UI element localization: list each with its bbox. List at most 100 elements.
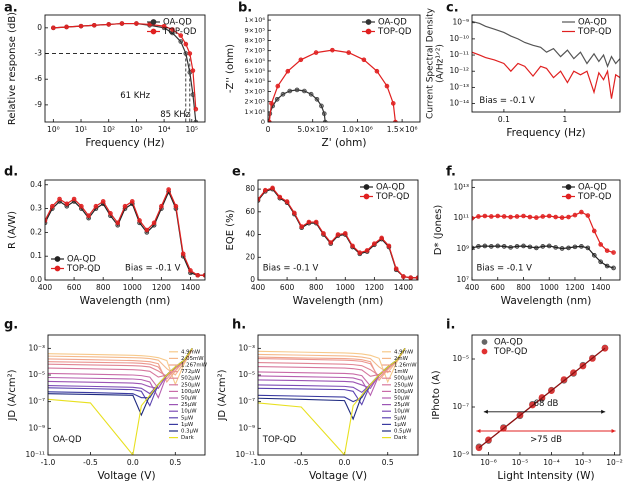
data-point <box>277 194 283 200</box>
data-point <box>285 68 291 74</box>
data-point <box>64 24 69 30</box>
y-tick-label: 10⁻⁵ <box>238 370 255 379</box>
legend-label: OA-QD <box>67 255 96 265</box>
data-point <box>489 214 494 219</box>
y-tick-label: 10¹³ <box>453 182 469 191</box>
legend-marker <box>54 256 61 262</box>
data-point <box>372 241 377 246</box>
y-tick-label: -9 <box>35 100 43 109</box>
data-point <box>401 274 406 279</box>
data-point <box>258 197 261 202</box>
panel: f. 400 600 800 1000 1200 1400 10⁷ 10⁹ 10¹¹ 10¹³ Wav… <box>433 165 621 307</box>
data-point <box>319 103 324 109</box>
panel-label: i. <box>446 318 455 333</box>
panel: a. 10⁰ 10¹ 10² 10³ 10⁴ 10⁵ 0 -3 -6 -9 Frequency (Hz… <box>4 1 206 149</box>
x-axis-label: Wavelength (nm) <box>293 295 384 307</box>
data-point <box>408 275 414 280</box>
data-point <box>314 97 320 102</box>
legend-label: OA-QD <box>494 338 523 348</box>
panel-label: e. <box>232 165 246 180</box>
data-point <box>299 224 304 229</box>
data-point <box>585 213 591 218</box>
data-point <box>275 83 281 89</box>
legend-marker <box>365 19 372 25</box>
x-tick-label: 0.5 <box>382 458 394 467</box>
x-tick-label: 10⁻² <box>606 458 623 467</box>
x-tick-label: 1 <box>563 115 568 124</box>
data-point <box>292 210 297 216</box>
data-point <box>122 203 128 209</box>
data-point <box>328 240 334 245</box>
y-tick-label: 60 <box>245 207 255 216</box>
legend-label: 100μW <box>394 389 414 395</box>
annotation: Bias = -0.1 V <box>479 96 535 106</box>
legend-label: 50μW <box>394 396 410 402</box>
data-point <box>508 214 513 220</box>
y-tick-label: 10⁻⁵ <box>452 354 469 363</box>
x-tick-label: -0.5 <box>83 458 98 467</box>
x-tick-label: 0.5 <box>169 458 181 467</box>
data-point <box>482 213 488 219</box>
data-point <box>119 21 125 26</box>
data-point <box>374 68 380 74</box>
y-tick-label: 10⁻⁵ <box>28 370 45 379</box>
data-point <box>322 119 328 122</box>
x-tick-label: 400 <box>38 283 53 292</box>
legend-marker <box>365 28 372 35</box>
x-axis-label: Frequency (Hz) <box>506 127 585 139</box>
x-axis-label: Voltage (V) <box>309 470 367 482</box>
x-tick-label: 1400 <box>394 283 413 292</box>
data-point <box>190 68 196 73</box>
legend-label: 4.9mW <box>181 349 201 355</box>
y-tick-label: 10⁻⁹ <box>28 423 45 432</box>
data-point <box>173 203 179 209</box>
data-point <box>546 243 552 249</box>
data-point <box>591 228 597 234</box>
y-tick-label: 10¹¹ <box>453 213 469 222</box>
legend-label: 0.3μW <box>181 429 199 435</box>
data-point <box>476 244 481 249</box>
y-tick-label: 10⁻⁹ <box>452 450 469 459</box>
legend-label: 1μW <box>181 422 194 428</box>
data-point <box>93 203 99 209</box>
data-point <box>193 119 199 122</box>
data-point <box>546 213 552 219</box>
panel: d. 400 600 800 1000 1200 1400 0.0 0.1 0.2 0.3 0.4 Wa… <box>4 165 206 307</box>
legend-label: TOP-QD <box>493 347 528 357</box>
series-line <box>258 348 406 374</box>
data-point <box>508 245 513 250</box>
panel: b. 0 5.0×10⁵ 1.0×10⁶ 1.5×10⁶ 0 1×10⁵ 2×10⁵ 3×10⁵… <box>225 1 421 149</box>
data-point <box>313 50 319 55</box>
series-line <box>48 348 193 377</box>
y-tick-label: 0.4 <box>30 180 42 189</box>
x-tick-label: 1400 <box>591 283 610 292</box>
data-point <box>137 218 142 223</box>
y-tick-label: 1×10⁶ <box>245 16 266 24</box>
data-point <box>361 57 367 63</box>
x-tick-label: 600 <box>491 283 506 292</box>
y-tick-label: -6 <box>35 74 43 83</box>
data-point <box>501 244 507 249</box>
data-point <box>540 244 546 249</box>
legend-marker <box>150 28 157 35</box>
y-axis-label: IPhoto (A) <box>431 370 442 419</box>
x-axis-label: Voltage (V) <box>97 470 155 482</box>
series-line <box>48 348 193 384</box>
data-point <box>390 101 396 106</box>
data-point <box>129 199 135 204</box>
data-point <box>350 243 355 249</box>
legend-label: 250μW <box>394 382 414 388</box>
panel-label: g. <box>4 318 18 333</box>
data-point <box>180 251 186 257</box>
panel: h. -1.0 -0.5 0.0 0.5 10⁻³ 10⁻⁵ 10⁻⁷ 10⁻⁹ 10⁻¹¹ Vol… <box>217 318 419 482</box>
annotation: OA-QD <box>53 435 82 445</box>
x-tick-label: -0.5 <box>294 458 309 467</box>
data-point <box>501 214 507 219</box>
panel-label: d. <box>4 165 18 180</box>
x-tick-label: 1200 <box>565 283 584 292</box>
x-tick-label: 5.0×10⁵ <box>297 125 328 134</box>
data-point <box>79 203 84 209</box>
x-tick-label: 400 <box>465 283 480 292</box>
data-point <box>495 213 501 219</box>
x-axis-label: Z' (ohm) <box>322 137 367 149</box>
